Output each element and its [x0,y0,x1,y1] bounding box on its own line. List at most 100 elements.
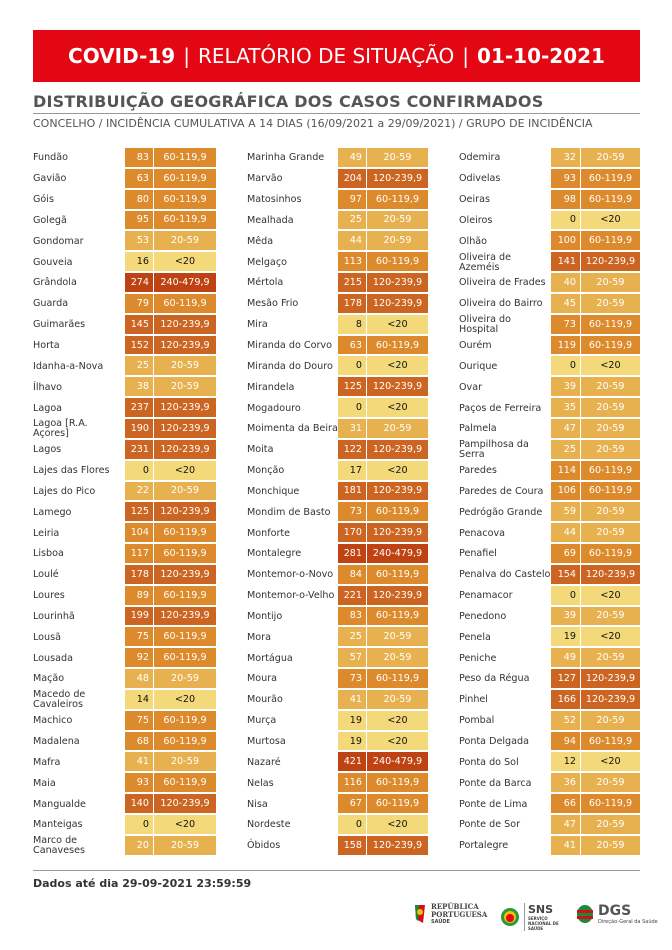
dgs-logo: DGS Direção-Geral da Saúde [576,903,658,925]
municipality-name: Mogadouro [247,402,301,414]
incidence-value: 79 [125,293,153,314]
municipality-name: Penedono [459,610,507,622]
incidence-value: 98 [551,189,580,210]
incidence-value: 100 [551,231,580,252]
incidence-value: 170 [338,523,366,544]
sns-emblem-icon [501,908,519,926]
incidence-group: 20-59 [366,627,428,648]
incidence-value: 47 [551,418,580,439]
incidence-group: 60-119,9 [580,481,640,502]
municipality-name: Paços de Ferreira [459,402,542,414]
incidence-group: 60-119,9 [153,585,216,606]
municipality-name: Penafiel [459,548,497,560]
incidence-value: 83 [338,606,366,627]
incidence-value: 89 [125,585,153,606]
incidence-value: 57 [338,648,366,669]
incidence-value: 38 [125,377,153,398]
logo-subtext: Direção-Geral da Saúde [598,919,658,925]
municipality-name: Gouveia [33,256,73,268]
incidence-value: 83 [125,148,153,168]
incidence-value: 106 [551,481,580,502]
incidence-value: 158 [338,835,366,856]
municipality-name: Montijo [247,610,283,622]
municipality-name: Marco de Canaveses [33,835,86,857]
incidence-value: 145 [125,314,153,335]
incidence-group: 120-239,9 [153,314,216,335]
header-separator: | [183,44,190,68]
incidence-value: 69 [551,544,580,564]
municipality-name: Oliveira do Hospital [459,314,511,336]
incidence-group: 20-59 [366,210,428,231]
incidence-value: 19 [551,627,580,648]
incidence-group: 20-59 [580,377,640,398]
municipality-name: Monforte [247,527,291,539]
incidence-value: 25 [551,439,580,460]
incidence-value: 140 [125,794,153,814]
municipality-name: Montemor-o-Novo [247,569,334,581]
incidence-value: 66 [551,794,580,814]
incidence-value: 116 [338,773,366,794]
incidence-group: 20-59 [580,293,640,314]
incidence-value: 19 [338,731,366,752]
incidence-value: 52 [551,710,580,731]
incidence-group: <20 [580,627,640,648]
incidence-value: 0 [125,815,153,835]
incidence-group: <20 [366,460,428,481]
incidence-group: 20-59 [153,752,216,773]
municipality-name: Murça [247,715,277,727]
incidence-value: 199 [125,606,153,627]
municipality-name: Peso da Régua [459,673,530,685]
incidence-value: 154 [551,564,580,585]
incidence-group: 60-119,9 [580,314,640,335]
incidence-group: 120-239,9 [366,168,428,189]
incidence-value: 22 [125,481,153,502]
municipality-name: Guimarães [33,319,86,331]
municipality-name: Gondomar [33,235,84,247]
municipality-name: Monção [247,465,285,477]
municipality-name: Moura [247,673,278,685]
municipality-name: Montemor-o-Velho [247,590,335,602]
municipality-name: Marvão [247,173,283,185]
incidence-group: <20 [366,731,428,752]
incidence-group: <20 [366,356,428,377]
municipality-name: Miranda do Douro [247,360,333,372]
incidence-group: 60-119,9 [366,252,428,273]
incidence-group: 120-239,9 [153,502,216,523]
incidence-group: 60-119,9 [153,627,216,648]
incidence-group: 60-119,9 [153,210,216,231]
municipality-name: Mondim de Basto [247,506,331,518]
municipality-name: Oliveira de Azeméis [459,251,511,273]
incidence-group: 60-119,9 [366,502,428,523]
municipality-name: Nazaré [247,756,281,768]
incidence-value: 92 [125,648,153,669]
incidence-value: 73 [338,502,366,523]
municipality-name: Golegã [33,214,67,226]
incidence-value: 215 [338,273,366,293]
municipality-name: Portalegre [459,840,509,852]
municipality-name: Lajes do Pico [33,485,96,497]
incidence-value: 67 [338,794,366,814]
municipality-name: Mirandela [247,381,295,393]
municipality-name: Melgaço [247,256,287,268]
incidence-group: 120-239,9 [366,377,428,398]
incidence-value: 16 [125,252,153,273]
incidence-group: 120-239,9 [153,398,216,418]
municipality-name: Lousada [33,652,73,664]
incidence-group: 240-479,9 [366,752,428,773]
municipality-name: Ponte da Barca [459,777,532,789]
incidence-group: 20-59 [153,356,216,377]
incidence-value: 41 [338,689,366,710]
municipality-name: Ourique [459,360,498,372]
municipality-name: Mortágua [247,652,293,664]
incidence-group: 120-239,9 [580,252,640,273]
incidence-value: 181 [338,481,366,502]
municipality-name: Penalva do Castelo [459,569,551,581]
incidence-value: 231 [125,439,153,460]
incidence-value: 0 [338,398,366,418]
municipality-name: Maia [33,777,56,789]
incidence-value: 63 [338,335,366,356]
logo-text: SNS [528,903,554,916]
incidence-value: 204 [338,168,366,189]
incidence-value: 0 [551,585,580,606]
